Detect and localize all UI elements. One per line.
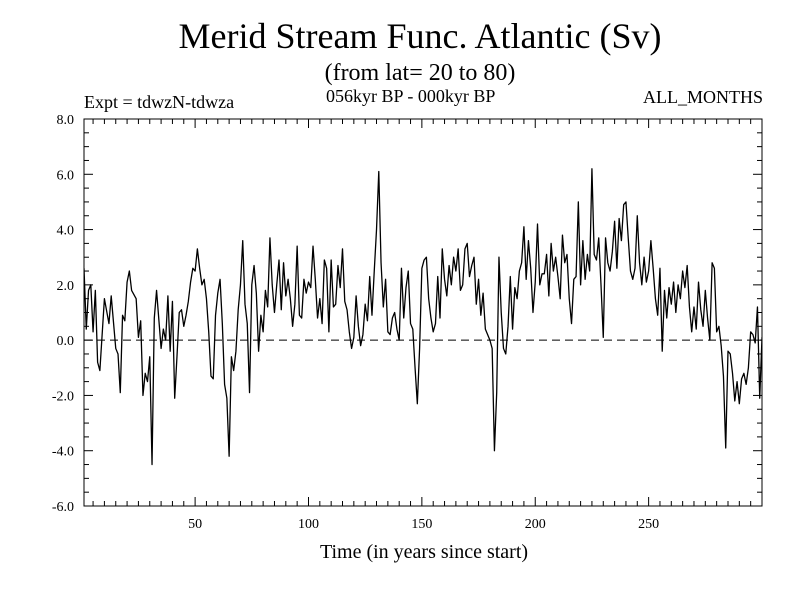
y-tick-label: 0.0 [57,334,75,349]
months-label: ALL_MONTHS [643,87,763,107]
x-tick-label: 250 [638,517,659,532]
y-tick-label: -4.0 [52,445,74,460]
chart-subtitle: (from lat= 20 to 80) [324,60,516,86]
x-tick-label: 150 [411,517,432,532]
y-tick-label: 6.0 [57,168,75,183]
chart-title: Merid Stream Func. Atlantic (Sv) [178,16,662,56]
y-tick-label: 4.0 [57,224,75,239]
x-tick-label: 100 [298,517,319,532]
y-tick-label: 2.0 [57,279,75,294]
x-tick-label: 50 [188,517,202,532]
y-tick-label: 8.0 [57,113,75,128]
axes-layer: 50 100 150 200 250 -6.0 -4.0 -2.0 0.0 2.0 4.0 6.0 8.… [52,113,763,532]
y-tick-label: -6.0 [52,500,74,515]
experiment-label: Expt = tdwzN-tdwza [84,92,235,112]
x-tick-label: 200 [525,517,546,532]
x-axis-label: Time (in years since start) [319,541,529,563]
period-label: 056kyr BP - 000kyr BP [326,86,496,106]
y-tick-label: -2.0 [52,389,74,404]
plot-frame [83,118,763,507]
series-layer [84,168,762,466]
series-line-1 [84,168,762,466]
